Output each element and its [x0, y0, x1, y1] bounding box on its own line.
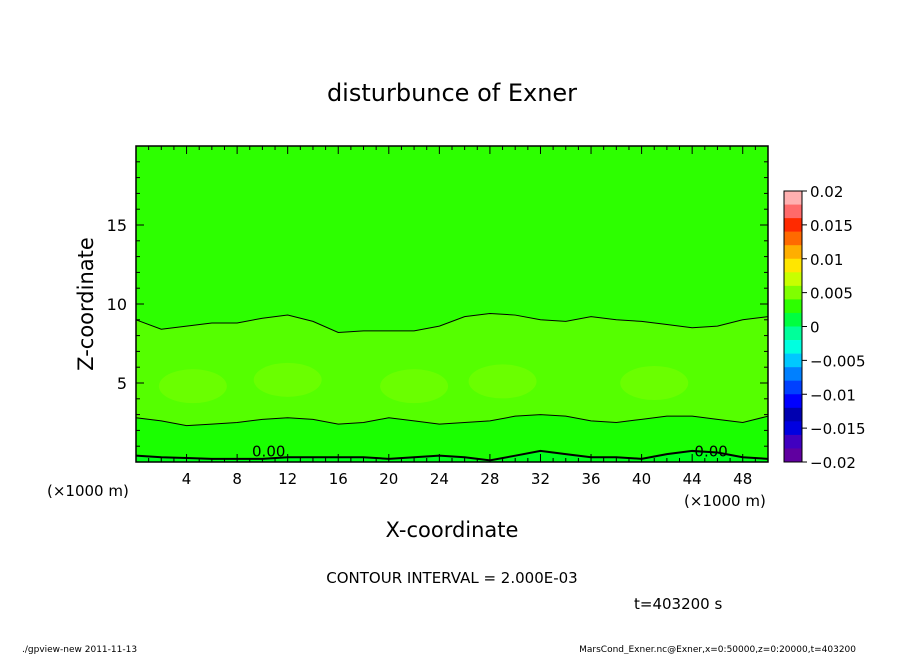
y-tick-label: 10: [107, 295, 127, 314]
x-tick-label: 36: [581, 470, 600, 488]
x-tick-label: 32: [531, 470, 550, 488]
colorbar-segment: [784, 407, 802, 422]
colorbar-tick-label: 0: [810, 319, 820, 337]
contour-labels: 0.00 0.00: [252, 442, 728, 460]
contour-lines: [135, 312, 769, 462]
contour-line: [135, 414, 769, 427]
colorbar-segment: [784, 285, 802, 300]
y-tick-label: 5: [117, 374, 127, 393]
colorbar-segment: [784, 367, 802, 381]
colorbar-tick-label: −0.015: [810, 420, 866, 438]
plot-fill: [136, 146, 768, 462]
x-tick-label: 28: [480, 470, 499, 488]
colorbar-segment: [784, 434, 802, 449]
x-tick-label: 24: [430, 470, 449, 488]
colorbar: 0.02 0.015 0.01 0.005 0 −0.005 −0.01 −0.015 −0.0…: [783, 183, 866, 472]
x-tick-label: 16: [329, 470, 348, 488]
fill-region-blob: [380, 369, 449, 404]
colorbar-segment: [784, 272, 802, 287]
x-tick-label: 4: [182, 470, 192, 488]
colorbar-tick-label: −0.01: [810, 386, 856, 404]
colorbar-segment: [784, 218, 802, 232]
contour-interval-text: CONTOUR INTERVAL = 2.000E-03: [326, 569, 577, 587]
x-tick-label: 40: [632, 470, 651, 488]
colorbar-tick-label: 0.01: [810, 251, 843, 269]
fill-region-blob: [253, 362, 322, 397]
x-tick-label: 44: [683, 470, 702, 488]
colorbar-segment: [784, 380, 802, 395]
x-tick-label: 20: [379, 470, 398, 488]
footer-left: ./gpview-new 2011-11-13: [22, 645, 137, 654]
colorbar-segment: [784, 340, 802, 354]
colorbar-segment: [784, 448, 802, 463]
time-text: t=403200 s: [634, 595, 722, 613]
contour-line: [135, 449, 769, 462]
colorbar-segment: [784, 299, 802, 314]
colorbar-segment: [784, 394, 802, 409]
colorbar-tick-label: 0.005: [810, 285, 853, 303]
contour-label: 0.00: [252, 442, 285, 460]
y-tick-label: 15: [107, 216, 127, 235]
fill-region-blob: [468, 364, 537, 399]
x-tick-label: 8: [232, 470, 242, 488]
fill-region-low: [136, 414, 768, 462]
fill-region-blob: [158, 369, 227, 404]
colorbar-tick-label: −0.02: [810, 454, 856, 472]
colorbar-segment: [784, 204, 802, 219]
x-tick-label: 12: [278, 470, 297, 488]
colorbar-segment: [784, 312, 802, 327]
colorbar-segment: [784, 231, 802, 246]
contour-line: [135, 312, 769, 333]
x-axis-label: X-coordinate: [386, 518, 519, 542]
colorbar-tick-label: −0.005: [810, 352, 866, 370]
colorbar-segment: [784, 326, 802, 341]
colorbar-segment: [784, 191, 802, 205]
fill-region-mid: [136, 313, 768, 426]
fill-region-blob: [620, 366, 689, 400]
colorbar-segment: [784, 258, 802, 273]
chart-title: disturbunce of Exner: [327, 79, 577, 107]
colorbar-tick-label: 0.02: [810, 183, 843, 201]
contour-label: 0.00: [694, 442, 727, 460]
y-axis-label: Z-coordinate: [74, 237, 98, 371]
x-unit-right: (×1000 m): [684, 492, 766, 510]
colorbar-segment: [784, 421, 802, 436]
x-unit-left: (×1000 m): [47, 482, 129, 500]
x-tick-label: 48: [733, 470, 752, 488]
colorbar-tick-label: 0.015: [810, 217, 853, 235]
colorbar-segment: [784, 245, 802, 260]
footer-right: MarsCond_Exner.nc@Exner,x=0:50000,z=0:20…: [579, 645, 856, 654]
colorbar-segment: [784, 353, 802, 368]
